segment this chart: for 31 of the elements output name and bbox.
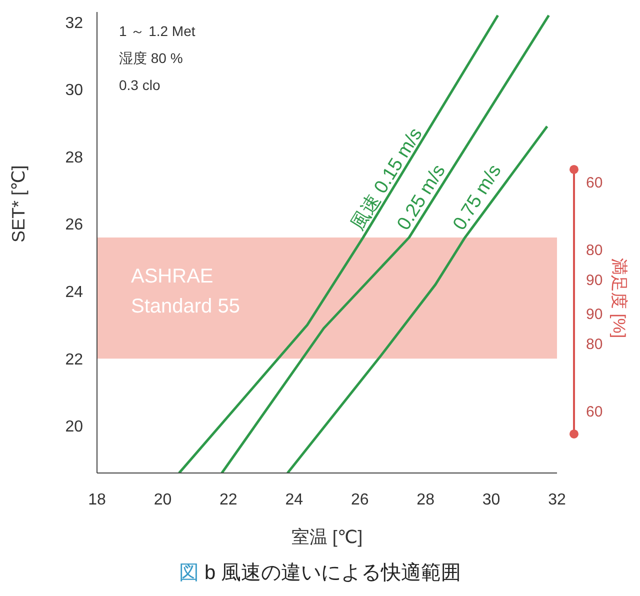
y-tick-label: 22 [65, 351, 84, 368]
x-tick-label: 22 [220, 491, 238, 508]
annotation: 0.3 clo [119, 77, 160, 93]
text: 90 [586, 306, 603, 323]
x-tick-label: 32 [548, 491, 566, 508]
y-axis-title: SET* [℃] [8, 165, 28, 242]
x-tick-label: 18 [88, 491, 106, 508]
x-tick-label: 26 [350, 491, 369, 508]
band-label: ASHRAE Standard 55 [131, 265, 240, 318]
line-series [220, 14, 550, 473]
text: 60 [586, 174, 603, 192]
line-series [286, 125, 548, 473]
text: 60 [586, 403, 603, 420]
x-tick-label: 30 [482, 491, 500, 508]
y-tick-label: 30 [65, 82, 84, 100]
y-tick-label: 24 [65, 284, 84, 301]
annotation: 1 ～ 1.2 Met [119, 23, 196, 39]
y-tick-label: 28 [65, 149, 84, 166]
text: 図 b 風速の違いによる快適範囲 [178, 561, 462, 586]
text: 80 [586, 242, 603, 259]
y-tick-label: 32 [65, 14, 84, 32]
y-tick-label: 26 [65, 216, 84, 234]
text: 90 [586, 272, 603, 290]
x-tick-label: 20 [154, 491, 172, 508]
x-tick-label: 24 [285, 491, 304, 508]
x-tick-label: 28 [416, 491, 435, 508]
y2-axis-title: 満足度 [%] [610, 258, 629, 338]
annotation: 湿度 80 % [119, 50, 183, 66]
text: 80 [586, 336, 603, 354]
x-axis-title: 室温 [℃] [291, 527, 363, 547]
y-tick-label: 20 [65, 418, 84, 436]
